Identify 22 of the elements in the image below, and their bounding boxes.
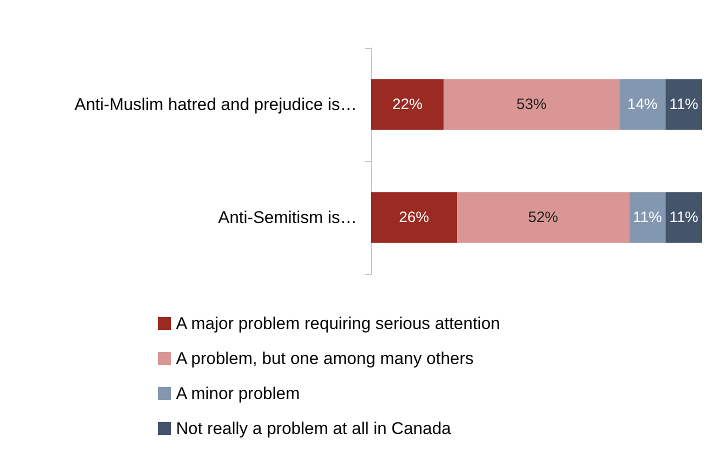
bar (666, 192, 702, 243)
data-label: 52% (528, 209, 558, 226)
legend-label: A major problem requiring serious attention (176, 314, 500, 333)
bar (371, 79, 444, 130)
bar (666, 79, 702, 130)
bar (619, 79, 666, 130)
y-tick-label: Anti-Muslim hatred and prejudice is… (74, 95, 357, 114)
bar (629, 192, 666, 243)
legend-label: A minor problem (176, 384, 300, 403)
bar (444, 79, 620, 130)
legend-label: A problem, but one among many others (176, 349, 474, 368)
legend-label: Not really a problem at all in Canada (176, 419, 452, 438)
data-label: 26% (399, 209, 430, 226)
data-label: 11% (632, 209, 662, 226)
data-label: 14% (627, 96, 658, 113)
data-label: 22% (392, 96, 422, 113)
data-label: 11% (669, 209, 698, 226)
bar (371, 192, 458, 243)
data-label: 53% (516, 96, 547, 113)
data-label: 11% (669, 96, 698, 113)
y-tick-label: Anti-Semitism is… (218, 208, 357, 227)
bar (457, 192, 630, 243)
